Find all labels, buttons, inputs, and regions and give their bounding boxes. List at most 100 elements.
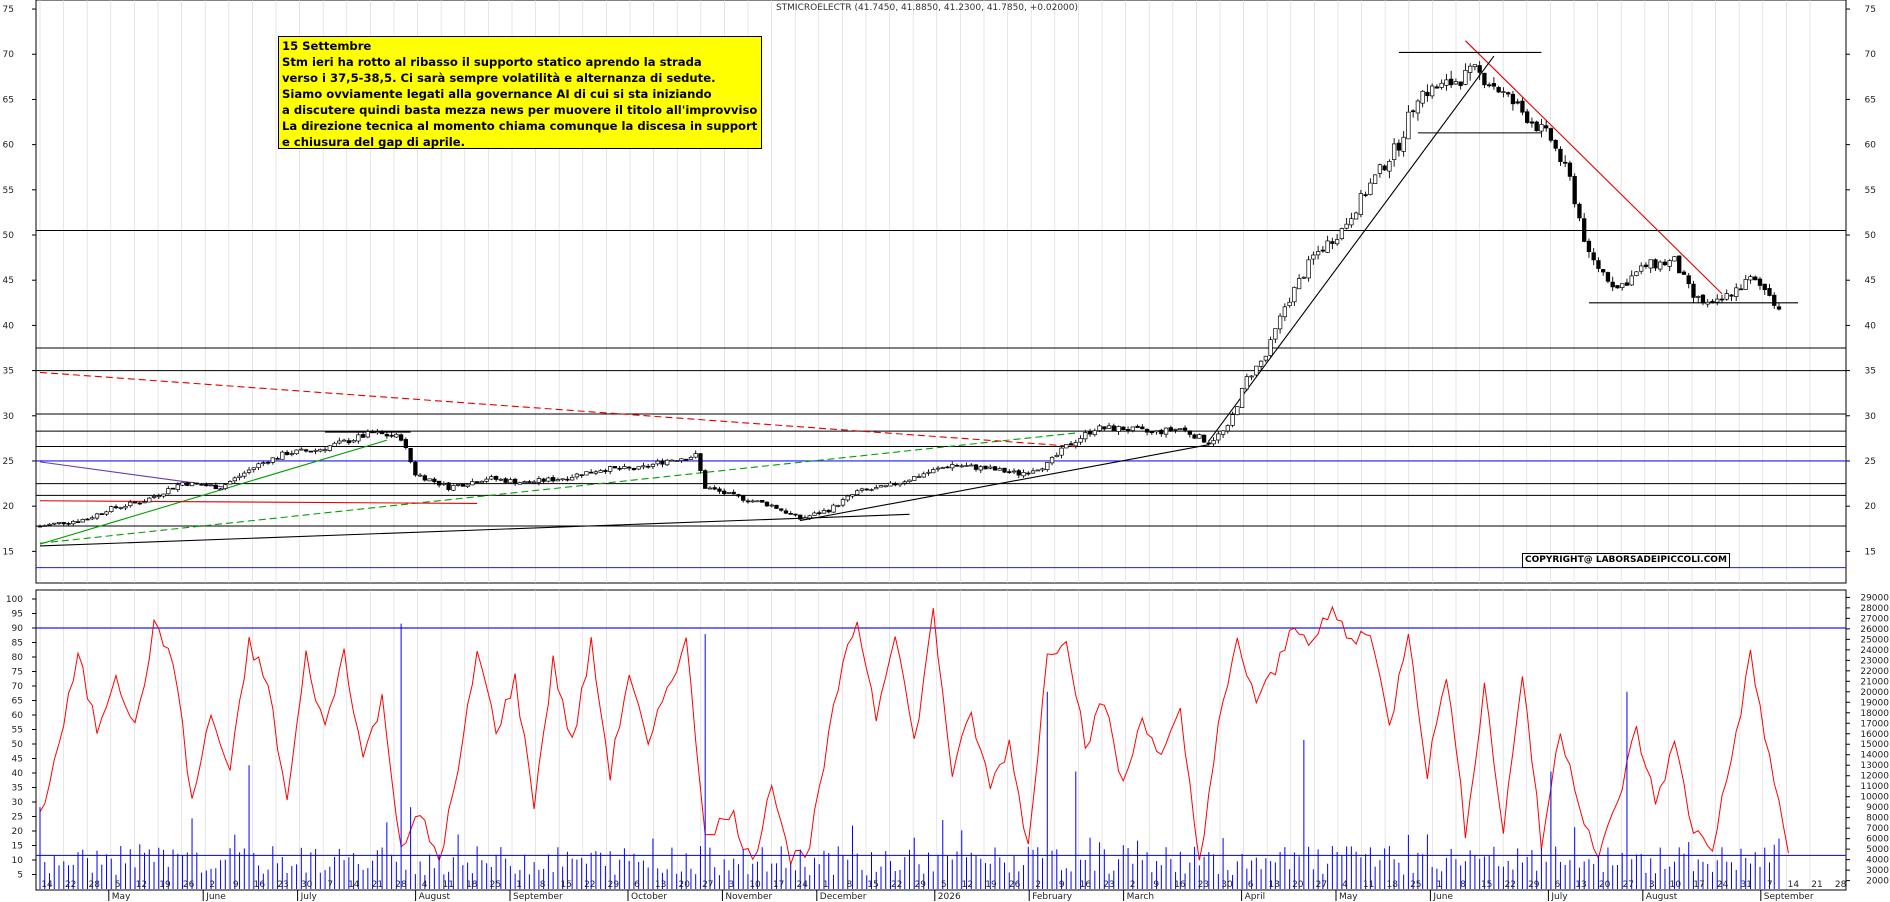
candle-body [826, 509, 831, 513]
candle-body [99, 513, 104, 516]
candle-body [1696, 296, 1701, 298]
volume-tick-label: 29000 [1860, 593, 1889, 603]
x-day-label: 29 [1528, 880, 1540, 890]
candle-body [332, 442, 337, 447]
candle-body [926, 471, 931, 474]
oscillator-tick-label: 35 [12, 784, 23, 794]
candle-body [104, 511, 109, 515]
candle-body [831, 504, 836, 513]
x-day-label: 21 [1811, 880, 1822, 890]
x-day-label: 22 [65, 880, 76, 890]
candle-body [261, 462, 266, 464]
candle-body [969, 464, 974, 467]
candle-body [531, 481, 537, 484]
candle-body [1582, 218, 1587, 242]
candle-body [912, 476, 917, 481]
candle-body [85, 518, 90, 521]
price-tick-label-right: 40 [1865, 321, 1877, 331]
candle-body [308, 450, 313, 453]
candle-body [470, 481, 475, 486]
candle-body [1434, 86, 1440, 89]
candle-body [1315, 251, 1321, 256]
candle-body [128, 501, 133, 507]
oscillator-tick-label: 90 [12, 624, 24, 634]
candle-body [1230, 414, 1235, 426]
candle-body [1197, 434, 1202, 439]
price-tick-label-right: 70 [1865, 50, 1877, 60]
price-tick-label-right: 25 [1865, 457, 1876, 467]
candle-body [1596, 260, 1601, 269]
candle-body [365, 431, 370, 438]
volume-tick-label: 2000 [1866, 877, 1889, 887]
candle-body [598, 470, 603, 473]
candle-body [550, 477, 556, 482]
x-day-label: 26 [183, 880, 195, 890]
candle-body [707, 487, 713, 490]
candle-body [1748, 276, 1753, 281]
candle-body [1168, 427, 1173, 431]
oscillator-tick-label: 100 [6, 595, 23, 605]
volume-panel: 2000300040005000600070008000900010000110… [36, 593, 1889, 889]
candle-body [722, 490, 727, 495]
candle-body [655, 460, 660, 465]
candle-body [1534, 121, 1539, 132]
candle-body [1064, 444, 1069, 449]
candle-body [1700, 294, 1706, 304]
x-day-label: 16 [1174, 880, 1186, 890]
x-month-label: November [725, 892, 772, 902]
candle-body [1572, 176, 1577, 205]
candle-body [1273, 328, 1278, 340]
candle-body [1391, 143, 1397, 160]
candle-body [1567, 162, 1573, 177]
candle-body [1729, 294, 1734, 297]
candle-body [921, 473, 926, 478]
candle-body [869, 489, 874, 491]
candle-body [1358, 193, 1364, 215]
candle-body [1401, 136, 1406, 152]
x-day-label: 21 [372, 880, 383, 890]
oscillator-tick-label: 30 [12, 798, 24, 808]
x-month-label: 2026 [938, 892, 961, 902]
candle-body [893, 483, 898, 486]
price-tick-label-right: 55 [1865, 186, 1876, 196]
candle-body [137, 502, 142, 505]
candle-body [498, 478, 504, 481]
x-day-label: 16 [1080, 880, 1092, 890]
candle-body [151, 496, 157, 498]
candle-body [360, 434, 366, 438]
candle-body [413, 461, 418, 476]
candle-body [408, 448, 413, 463]
trendline [800, 444, 1209, 522]
copyright-label: COPYRIGHT@ LABORSADEIPICCOLI.COM [1522, 553, 1730, 568]
candle-body [1610, 281, 1615, 288]
candle-body [1415, 100, 1421, 114]
candle-body [793, 513, 798, 516]
x-day-label: 18 [466, 880, 478, 890]
candle-body [251, 467, 256, 470]
candle-body [1268, 339, 1273, 356]
candle-body [185, 482, 190, 486]
candle-body [451, 485, 456, 491]
candle-body [665, 459, 670, 466]
volume-tick-label: 26000 [1860, 625, 1889, 635]
x-day-label: 15 [560, 880, 571, 890]
candle-body [80, 518, 85, 523]
oscillator-tick-label: 5 [17, 871, 23, 881]
x-day-label: 9 [1059, 880, 1065, 890]
candle-body [1339, 228, 1345, 240]
candle-body [821, 510, 827, 514]
candle-body [375, 431, 380, 434]
candle-body [541, 478, 546, 482]
oscillator-tick-label: 95 [12, 610, 23, 620]
candle-body [1410, 110, 1416, 113]
oscillator-tick-label: 10 [12, 856, 24, 866]
price-tick-label-left: 35 [3, 367, 14, 377]
x-day-label: 13 [1575, 880, 1586, 890]
candle-body [270, 457, 275, 463]
candle-body [1059, 447, 1064, 456]
candle-body [1144, 428, 1150, 433]
candle-body [570, 476, 575, 481]
candle-body [1187, 430, 1192, 435]
candle-body [227, 481, 233, 485]
trendline [39, 432, 1076, 544]
